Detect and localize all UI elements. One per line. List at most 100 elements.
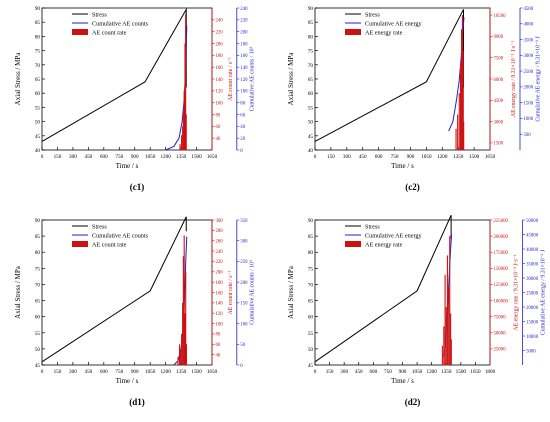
y-tick-label: 65 <box>35 77 41 83</box>
y-tick-label: 70 <box>35 63 41 69</box>
x-tick-label: 1200 <box>437 154 448 160</box>
outer-right-tick-label: 100 <box>240 322 248 327</box>
inner-right-tick-label: 220 <box>216 30 224 35</box>
x-tick-label: 750 <box>115 154 123 160</box>
outer-right-tick-label: 25000 <box>526 291 539 296</box>
y-tick-label: 60 <box>308 91 314 97</box>
outer-right-tick-label: 150 <box>240 302 248 307</box>
inner-right-tick-label: 200 <box>216 42 224 47</box>
y-tick-label: 65 <box>308 299 314 305</box>
inner-right-tick-label: 80 <box>216 333 221 338</box>
x-tick-label: 300 <box>69 369 77 375</box>
y-tick-label: 45 <box>308 134 314 140</box>
inner-right-tick-label: 160 <box>216 66 224 71</box>
x-tick-label: 150 <box>327 154 335 160</box>
inner-right-tick-label: 6000 <box>494 78 504 83</box>
x-tick-label: 1350 <box>176 369 187 375</box>
x-tick-label: 0 <box>314 154 317 160</box>
outer-right-tick-label: 50000 <box>526 219 539 224</box>
x-tick-label: 1200 <box>160 154 171 160</box>
outer-right-tick-label: 500 <box>524 133 532 138</box>
x-tick-label: 1500 <box>456 369 467 375</box>
inner-right-tick-label: 10500 <box>494 14 507 19</box>
outer-right-tick-label: 20 <box>240 137 245 142</box>
y-tick-label: 55 <box>308 105 314 111</box>
outer-right-tick-label: 45000 <box>526 233 539 238</box>
inner-right-axis-label: AE energy rate / 9.31×10⁻³ J·s⁻¹ <box>511 41 517 117</box>
y-tick-label: 70 <box>308 282 314 288</box>
inner-right-tick-label: 140 <box>216 302 224 307</box>
x-tick-label: 1650 <box>485 154 496 160</box>
outer-right-tick-label: 15000 <box>526 320 539 325</box>
legend-label: Stress <box>92 11 107 18</box>
y-axis-label: Axial Stress / MPa <box>14 265 22 319</box>
y-tick-label: 65 <box>308 77 314 83</box>
y-tick-label: 75 <box>35 266 41 272</box>
inner-right-tick-label: 75000 <box>494 315 507 320</box>
outer-right-tick-label: 140 <box>240 66 248 71</box>
x-tick-label: 450 <box>84 154 92 160</box>
x-tick-label: 1500 <box>469 154 480 160</box>
y-tick-label: 75 <box>308 49 314 55</box>
panel-2: 0 150 300 450 600 750 900 1050 1200 1350 1500 1650 4… <box>287 6 541 192</box>
outer-right-tick-label: 40000 <box>526 248 539 253</box>
y-axis-label: Axial Stress / MPa <box>287 52 295 106</box>
x-tick-label: 450 <box>359 154 367 160</box>
outer-right-tick-label: 40 <box>240 125 245 130</box>
x-axis-label: Time / s <box>116 377 139 385</box>
inner-right-tick-label: 120 <box>216 312 224 317</box>
x-tick-label: 900 <box>131 154 139 160</box>
x-tick-label: 600 <box>369 369 377 375</box>
x-tick-label: 1050 <box>145 369 156 375</box>
inner-right-axis-label: AE count rate / s⁻¹ <box>228 270 234 314</box>
outer-right-axis-label: Cumulative AE counts / 10³ <box>250 46 256 111</box>
y-tick-label: 50 <box>308 120 314 126</box>
y-tick-label: 90 <box>35 6 41 12</box>
y-tick-label: 65 <box>35 299 41 305</box>
outer-right-tick-label: 300 <box>240 240 248 245</box>
outer-right-tick-label: 100 <box>240 90 248 95</box>
x-tick-label: 0 <box>41 369 44 375</box>
y-tick-label: 50 <box>308 347 314 353</box>
x-tick-label: 1500 <box>191 369 202 375</box>
inner-right-tick-label: 200000 <box>494 235 509 240</box>
x-tick-label: 0 <box>314 369 317 375</box>
x-axis-label: Time / s <box>116 162 139 170</box>
y-tick-label: 40 <box>308 148 314 154</box>
x-tick-label: 300 <box>340 369 348 375</box>
y-tick-label: 70 <box>35 282 41 288</box>
y-tick-label: 80 <box>308 250 314 256</box>
x-tick-label: 600 <box>100 154 108 160</box>
y-axis-label: Axial Stress / MPa <box>287 265 295 319</box>
y-tick-label: 90 <box>308 6 314 12</box>
legend-label: Cumulative AE counts <box>92 232 149 239</box>
x-tick-label: 1200 <box>426 369 437 375</box>
inner-right-tick-label: 9000 <box>494 35 504 40</box>
inner-right-tick-label: 140 <box>216 78 224 83</box>
y-tick-label: 75 <box>308 266 314 272</box>
x-tick-label: 1350 <box>176 154 187 160</box>
x-tick-label: 1800 <box>485 369 496 375</box>
y-tick-label: 80 <box>308 34 314 40</box>
x-tick-label: 900 <box>407 154 415 160</box>
legend-label: AE energy rate <box>365 241 403 248</box>
legend-swatch <box>345 241 361 247</box>
y-tick-label: 85 <box>308 234 314 240</box>
outer-right-tick-label: 5000 <box>526 349 536 354</box>
x-tick-label: 900 <box>131 369 139 375</box>
inner-right-tick-label: 180 <box>216 281 224 286</box>
x-tick-label: 1650 <box>207 369 218 375</box>
x-axis-label: Time / s <box>391 377 414 385</box>
outer-right-tick-label: 0 <box>240 149 243 154</box>
legend-swatch <box>72 29 88 35</box>
outer-right-tick-label: 2000 <box>524 86 534 91</box>
outer-right-tick-label: 220 <box>240 19 248 24</box>
panel-3: 0 150 300 450 600 750 900 1050 1200 1350 1500 16504… <box>14 216 256 407</box>
x-tick-label: 750 <box>391 154 399 160</box>
inner-right-tick-label: 180 <box>216 54 224 59</box>
inner-right-tick-label: 50000 <box>494 332 507 337</box>
y-tick-label: 60 <box>35 91 41 97</box>
x-tick-label: 750 <box>384 369 392 375</box>
legend-label: Cumulative AE energy <box>365 232 422 239</box>
